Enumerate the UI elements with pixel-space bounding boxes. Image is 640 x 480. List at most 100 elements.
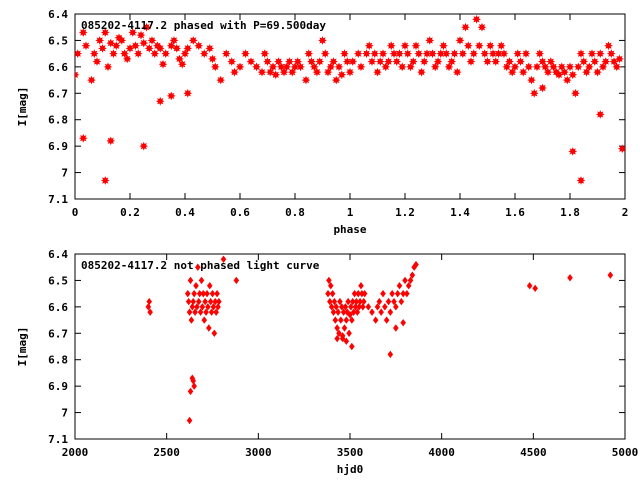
data-point (263, 57, 272, 66)
data-point (397, 62, 407, 72)
data-point (307, 57, 316, 66)
data-point (466, 57, 476, 66)
x-axis-label: phase (333, 223, 366, 236)
data-point (235, 62, 245, 72)
data-point (568, 147, 578, 156)
data-point (252, 62, 261, 72)
data-point (187, 276, 194, 285)
data-point (518, 67, 528, 77)
data-point (329, 57, 338, 66)
data-point (526, 282, 533, 290)
data-point (469, 49, 479, 59)
data-point (355, 289, 362, 298)
x-tick-label: 1.6 (505, 206, 525, 219)
data-point (499, 49, 509, 59)
data-point (128, 28, 138, 37)
x-tick-label: 0.4 (175, 206, 195, 219)
data-point (139, 141, 149, 151)
data-point (326, 276, 332, 285)
data-point (334, 334, 340, 343)
data-point (404, 289, 410, 298)
data-point (387, 350, 394, 359)
data-point (279, 67, 289, 77)
data-point (260, 49, 270, 59)
data-point (358, 282, 364, 290)
data-point (246, 57, 256, 66)
data-point (491, 57, 501, 66)
data-point (367, 57, 377, 66)
data-point (301, 75, 311, 85)
data-point (450, 49, 459, 59)
data-point (205, 43, 215, 53)
data-point (463, 41, 473, 51)
y-tick-label: 6.5 (48, 34, 68, 47)
data-point (364, 41, 374, 51)
data-point (338, 303, 345, 311)
chart-title: 085202-4117.2 not phased light curve (81, 259, 320, 272)
data-point (409, 271, 416, 279)
data-point (206, 282, 213, 290)
data-point (392, 57, 402, 66)
data-point (161, 49, 171, 59)
data-point (337, 70, 347, 80)
data-point (387, 308, 394, 316)
data-point (593, 67, 602, 77)
x-tick-label: 4000 (428, 446, 455, 459)
data-point (227, 57, 237, 66)
data-point (274, 57, 283, 66)
data-point (549, 62, 558, 72)
phased-light-curve-panel: 0 0.2 0.4 0.6 0.8 1 1.2 1.4 1.6 1.8 2 6.4 6.5 6.6 6.7 6… (16, 8, 628, 236)
data-point (568, 70, 578, 80)
data-point (78, 28, 88, 37)
data-point (360, 303, 366, 311)
data-point (120, 49, 129, 59)
data-point (516, 57, 525, 66)
data-point (186, 416, 193, 425)
data-point (346, 329, 352, 337)
data-point (408, 57, 418, 66)
data-point (216, 75, 226, 85)
data-point (210, 303, 217, 311)
data-point (400, 319, 406, 327)
data-point (189, 303, 196, 311)
data-point (87, 75, 96, 85)
data-point (590, 57, 600, 66)
x-axis-label: hjd0 (337, 463, 364, 476)
data-point (480, 49, 490, 59)
data-point (393, 303, 399, 311)
data-point (95, 36, 105, 45)
y-tick-label: 6.6 (48, 61, 68, 74)
data-point (175, 54, 184, 64)
data-point (576, 176, 586, 185)
data-point (220, 255, 227, 263)
data-point (403, 49, 413, 59)
data-point (538, 57, 547, 66)
data-point (507, 67, 517, 77)
data-point (496, 41, 506, 51)
data-point (378, 49, 388, 59)
data-point (447, 57, 457, 66)
data-point (309, 62, 319, 72)
data-point (582, 67, 591, 77)
data-point (340, 308, 347, 316)
data-point (92, 57, 102, 66)
data-point (370, 49, 380, 59)
data-point (417, 67, 426, 77)
data-point (345, 67, 355, 77)
data-point (385, 297, 392, 306)
data-point (557, 62, 567, 72)
x-tick-label: 3000 (245, 446, 272, 459)
data-point (81, 41, 91, 51)
data-point (411, 41, 421, 51)
data-point (98, 43, 107, 53)
y-tick-label: 6.4 (48, 8, 68, 21)
data-point (125, 43, 135, 53)
data-point (349, 342, 355, 351)
data-point (285, 57, 294, 66)
data-point (190, 297, 197, 306)
unphased-light-curve-panel: 2000 2500 3000 3500 4000 4500 5000 6.4 6.5 6.6 6.7… (16, 248, 638, 476)
y-tick-label: 7.1 (48, 193, 68, 206)
data-point (369, 308, 375, 316)
data-point (382, 303, 388, 311)
data-point (391, 297, 397, 306)
